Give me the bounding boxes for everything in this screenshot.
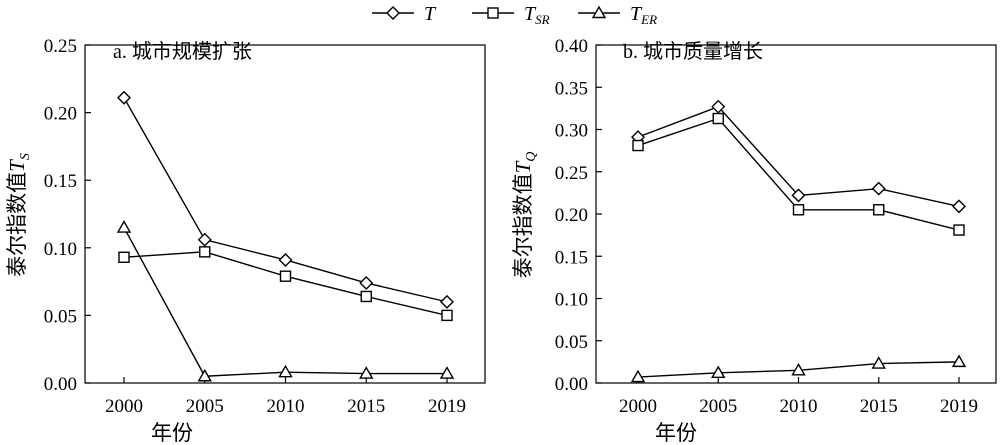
y-tick-label: 0.35 (555, 78, 588, 99)
data-point-diamond (871, 181, 886, 196)
legend-label-triangle: TER (630, 3, 657, 27)
data-point-diamond (440, 294, 454, 309)
y-tick-label: 0.25 (44, 36, 77, 57)
x-axis-label-a: 年份 (151, 421, 193, 445)
data-point-triangle (871, 356, 886, 369)
y-tick-label: 0.00 (555, 374, 588, 395)
data-point-square (441, 309, 453, 322)
data-point-square (873, 204, 885, 216)
y-tick-label: 0.10 (44, 239, 77, 260)
x-axis-label-b: 年份 (655, 421, 697, 445)
y-tick-label: 0.00 (44, 374, 77, 395)
data-point-square (712, 112, 724, 125)
data-point-triangle (630, 369, 646, 383)
y-tick-label: 0.15 (44, 171, 77, 192)
y-tick-label: 0.20 (44, 104, 77, 125)
y-tick-label: 0.40 (555, 36, 588, 57)
panel-title-a: a. 城市规模扩张 (113, 40, 252, 63)
data-point-triangle (359, 366, 374, 379)
x-tick-label: 2000 (105, 396, 143, 417)
data-point-diamond (791, 188, 806, 203)
legend-label-diamond: T (424, 3, 437, 25)
x-tick-label: 2000 (619, 396, 657, 417)
x-tick-label: 2010 (267, 396, 305, 417)
data-point-square (953, 224, 965, 236)
data-point-square (360, 290, 372, 303)
data-point-diamond (952, 199, 966, 214)
chart-panel-b: b. 城市质量增长 年份 泰尔指数值TQ 0.00 0.05 0.10 0.15 0.2… (511, 36, 997, 445)
y-tick-label: 0.25 (555, 163, 588, 184)
x-tick-label: 2015 (347, 396, 385, 417)
y-tick-label: 0.20 (555, 205, 588, 226)
data-point-triangle (439, 366, 455, 379)
y-tick-label: 0.05 (555, 332, 588, 353)
data-point-diamond (278, 252, 293, 267)
y-axis-label-a: 泰尔指数值TS (5, 153, 33, 277)
legend-marker-diamond (386, 6, 400, 20)
y-tick-label: 0.30 (555, 121, 588, 142)
y-tick-label: 0.15 (555, 247, 588, 268)
data-point-triangle (197, 368, 212, 382)
data-point-triangle (116, 220, 132, 233)
data-point-square (199, 246, 211, 258)
legend-marker-triangle (591, 5, 607, 19)
legend-marker-square (487, 7, 499, 19)
data-point-diamond (359, 275, 374, 290)
data-point-triangle (711, 365, 726, 379)
data-point-square (118, 251, 130, 263)
data-point-triangle (951, 354, 967, 368)
x-tick-label: 2019 (940, 396, 978, 417)
panel-title-b: b. 城市质量增长 (623, 40, 763, 63)
x-tick-label: 2005 (186, 396, 224, 417)
legend: T TSR TER (372, 3, 657, 27)
series-line-triangle (123, 227, 447, 377)
x-tick-label: 2015 (860, 396, 898, 417)
chart-panel-a: a. 城市规模扩张 年份 泰尔指数值TS 0.00 0.05 0.10 0.15 0.2… (5, 36, 486, 445)
data-point-diamond (117, 90, 131, 105)
data-point-triangle (278, 364, 293, 378)
x-tick-label: 2005 (699, 396, 737, 417)
plot-frame-a (84, 44, 486, 384)
data-point-square (279, 270, 292, 282)
data-point-square (792, 204, 805, 216)
y-axis-label-b: 泰尔指数值TQ (511, 152, 539, 279)
x-tick-label: 2019 (428, 396, 466, 417)
data-point-triangle (791, 362, 806, 376)
y-tick-label: 0.05 (44, 306, 77, 327)
data-point-diamond (711, 99, 726, 114)
y-tick-label: 0.10 (555, 290, 588, 311)
data-point-diamond (197, 232, 212, 247)
x-tick-label: 2010 (780, 396, 818, 417)
data-point-square (632, 139, 644, 152)
legend-label-square: TSR (524, 3, 550, 27)
